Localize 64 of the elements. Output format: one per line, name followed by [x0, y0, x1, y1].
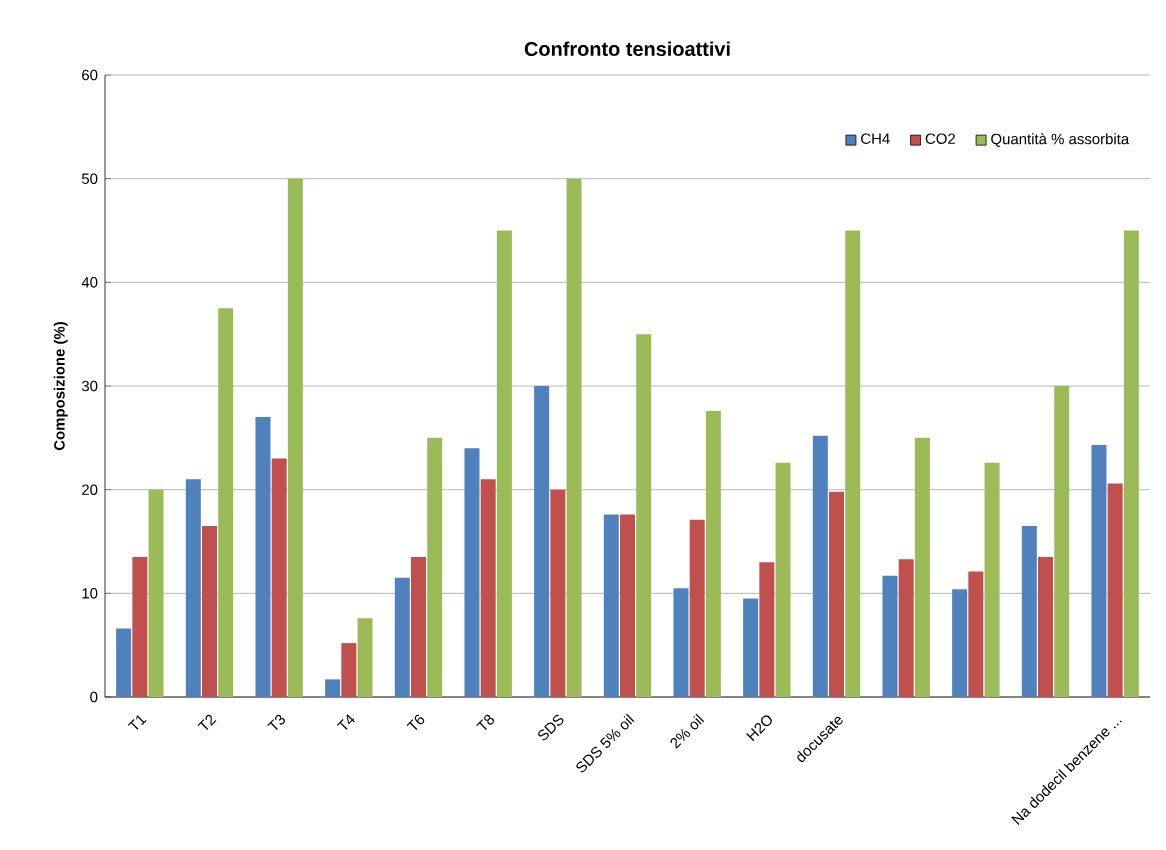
bar [271, 458, 287, 697]
bar [148, 489, 164, 697]
bar [689, 519, 705, 697]
bar [636, 334, 652, 697]
legend-label: CH4 [861, 133, 890, 145]
bar [132, 557, 148, 697]
bar [550, 489, 566, 697]
y-tick-label: 40 [81, 277, 98, 288]
bar [898, 559, 914, 697]
bar [1091, 445, 1107, 697]
bar [812, 435, 828, 697]
bar [480, 479, 496, 697]
x-tick-label: T4 [336, 714, 355, 730]
bar [411, 557, 427, 697]
bar [620, 514, 636, 697]
bar [255, 417, 271, 697]
bar [705, 410, 721, 697]
legend-label: Quantità % assorbita [991, 133, 1130, 147]
bar [534, 386, 550, 697]
bar [759, 562, 775, 697]
bar [603, 514, 619, 697]
y-tick-label: 20 [82, 484, 98, 495]
bar [357, 618, 373, 697]
bar [743, 598, 759, 697]
bar [1123, 230, 1139, 697]
legend-label: CO2 [925, 133, 955, 145]
bar [185, 479, 201, 697]
x-tick-label: T1 [127, 715, 147, 730]
x-tick-label: T2 [197, 714, 217, 730]
x-tick-label: T3 [267, 714, 285, 730]
bar [341, 643, 357, 697]
y-tick-label: 60 [82, 69, 98, 81]
bar [673, 588, 689, 697]
bar [218, 308, 234, 697]
y-tick-label: 30 [81, 380, 98, 392]
y-tick-label: 0 [90, 691, 98, 703]
x-tick-label: T8 [476, 714, 494, 730]
y-axis-title: Composizione (%) [53, 322, 68, 451]
bar [968, 571, 984, 697]
x-tick-label: T6 [406, 714, 425, 730]
bar [829, 491, 845, 697]
bar [952, 589, 968, 697]
y-tick-label: 10 [82, 588, 98, 599]
bar [1107, 483, 1123, 697]
bar [1054, 386, 1070, 697]
bar [202, 525, 217, 697]
bar [427, 437, 443, 697]
bar [914, 437, 930, 697]
bar [845, 230, 861, 697]
bar [394, 577, 410, 697]
bar [1038, 557, 1054, 697]
bar [1021, 525, 1037, 697]
bar [287, 178, 303, 697]
bar [882, 575, 898, 697]
bar [775, 462, 791, 697]
bar [464, 448, 480, 697]
bar [116, 628, 132, 697]
y-tick-label: 50 [81, 173, 98, 184]
bar [984, 462, 1000, 697]
bar [566, 178, 582, 697]
chart-title: Confronto tensioattivi [524, 41, 730, 57]
bar [325, 679, 341, 697]
bar [496, 230, 512, 697]
x-tick-label: 2% oil [670, 713, 705, 749]
